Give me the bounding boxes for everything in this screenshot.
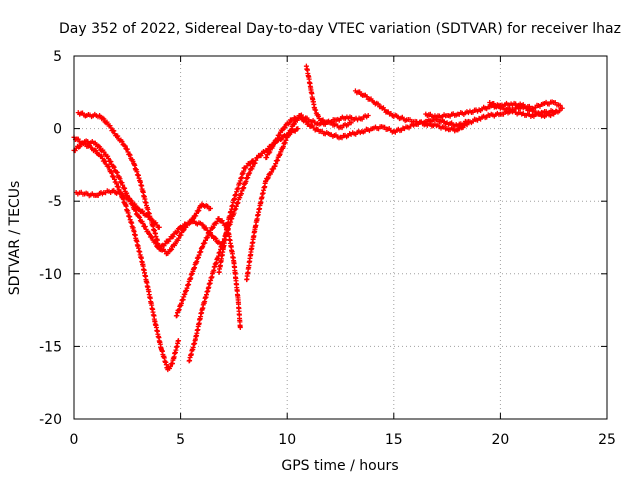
- tick-layer: 0 5 10 15 20 25 -20 -15 -10 -5 0 5: [39, 49, 616, 448]
- y-tick-label: -10: [39, 267, 62, 283]
- series-track-11: [352, 88, 559, 134]
- y-tick-label: -20: [39, 412, 62, 428]
- series-track-9: [263, 114, 471, 161]
- y-tick-label: 5: [53, 49, 62, 65]
- data-point-markers: [73, 187, 162, 230]
- chart-title: Day 352 of 2022, Sidereal Day-to-day VTE…: [59, 21, 621, 37]
- x-tick-label: 20: [491, 432, 509, 448]
- series-track-7: [216, 158, 256, 275]
- y-tick-label: 0: [53, 122, 62, 138]
- x-tick-label: 0: [70, 432, 79, 448]
- x-tick-label: 15: [385, 432, 403, 448]
- series-track-10: [303, 63, 371, 126]
- data-point-markers: [352, 88, 559, 134]
- data-point-markers: [216, 158, 256, 275]
- series-track-2: [75, 110, 213, 257]
- x-tick-label: 5: [176, 432, 185, 448]
- plot-frame: [73, 55, 608, 420]
- series-track-4: [73, 187, 162, 230]
- y-tick-label: -15: [39, 339, 62, 355]
- series-track-13: [487, 99, 565, 119]
- x-axis-title: GPS time / hours: [281, 458, 398, 474]
- x-tick-label: 25: [598, 432, 616, 448]
- data-point-markers: [487, 99, 565, 119]
- y-tick-label: -5: [48, 194, 62, 210]
- data-point-markers: [263, 114, 471, 161]
- x-tick-label: 10: [278, 432, 296, 448]
- data-point-markers: [303, 63, 371, 126]
- y-axis-title: SDTVAR / TECUs: [7, 181, 23, 296]
- data-point-markers: [75, 110, 213, 257]
